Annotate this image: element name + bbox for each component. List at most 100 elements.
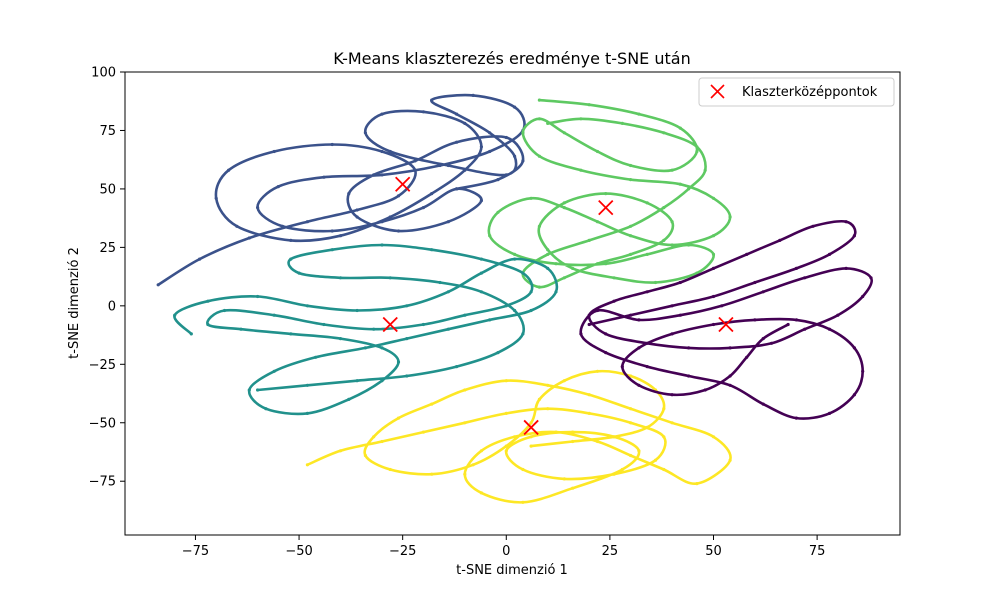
data-point bbox=[670, 168, 674, 172]
data-point bbox=[728, 346, 732, 350]
data-point bbox=[761, 337, 765, 341]
data-point bbox=[380, 346, 384, 350]
data-point bbox=[405, 337, 409, 341]
data-point bbox=[529, 196, 533, 200]
centroids bbox=[382, 176, 734, 436]
data-point bbox=[571, 486, 575, 490]
cluster-trace-5 bbox=[579, 220, 873, 420]
data-point bbox=[803, 276, 807, 280]
data-point bbox=[264, 407, 268, 411]
data-point bbox=[338, 234, 343, 238]
data-point bbox=[827, 411, 832, 415]
y-tick-label: −25 bbox=[89, 358, 116, 373]
data-point bbox=[206, 299, 210, 303]
data-point bbox=[629, 252, 633, 256]
data-point bbox=[562, 131, 566, 135]
data-point bbox=[289, 257, 293, 261]
data-point bbox=[687, 374, 691, 378]
data-point bbox=[256, 206, 260, 210]
data-point bbox=[471, 93, 475, 97]
data-point bbox=[513, 435, 517, 439]
x-axis-label: t-SNE dimenzió 1 bbox=[456, 563, 568, 578]
data-point bbox=[322, 322, 326, 327]
data-point bbox=[604, 192, 608, 196]
x-tick-label: −75 bbox=[182, 544, 209, 559]
data-point bbox=[413, 159, 417, 163]
data-point bbox=[330, 229, 334, 233]
data-point bbox=[521, 271, 525, 275]
data-point bbox=[711, 252, 716, 256]
data-point bbox=[620, 121, 624, 125]
data-point bbox=[372, 173, 376, 177]
data-point bbox=[670, 421, 674, 425]
cluster-series-1 bbox=[156, 93, 526, 287]
data-point bbox=[571, 430, 575, 434]
data-point bbox=[463, 168, 467, 172]
data-point bbox=[728, 215, 732, 219]
data-point bbox=[479, 257, 483, 261]
data-point bbox=[645, 201, 649, 205]
data-point bbox=[612, 276, 616, 280]
data-point bbox=[595, 220, 600, 224]
data-point bbox=[521, 131, 525, 135]
data-point bbox=[521, 500, 525, 504]
chart-title: K-Means klaszterezés eredménye t-SNE utá… bbox=[333, 49, 690, 68]
data-point bbox=[521, 467, 525, 472]
data-point bbox=[380, 379, 384, 383]
data-point bbox=[562, 477, 566, 481]
data-point bbox=[703, 168, 707, 172]
data-point bbox=[687, 243, 691, 247]
data-point bbox=[529, 444, 533, 448]
data-point bbox=[276, 185, 280, 189]
data-point bbox=[745, 252, 749, 256]
y-axis: −75 −50 −25 0 25 50 75 100 bbox=[89, 66, 125, 490]
cluster-series-2 bbox=[487, 98, 732, 289]
data-point bbox=[214, 196, 218, 200]
cluster-trace-1 bbox=[156, 93, 526, 287]
data-point bbox=[363, 346, 367, 350]
data-point bbox=[670, 304, 674, 308]
data-point bbox=[330, 142, 334, 147]
cluster-series-4 bbox=[305, 369, 732, 504]
data-point bbox=[827, 252, 832, 256]
data-point bbox=[338, 449, 343, 453]
data-point bbox=[297, 271, 301, 275]
data-point bbox=[662, 467, 666, 472]
data-point bbox=[620, 467, 624, 472]
data-point bbox=[513, 154, 517, 158]
data-point bbox=[670, 220, 674, 224]
data-point bbox=[827, 327, 832, 331]
data-point bbox=[546, 266, 550, 270]
data-point bbox=[844, 266, 848, 270]
data-point bbox=[803, 327, 807, 331]
data-point bbox=[604, 262, 608, 266]
data-point bbox=[380, 439, 384, 444]
data-point bbox=[355, 208, 359, 212]
data-point bbox=[388, 276, 392, 280]
y-tick-label: 25 bbox=[99, 241, 116, 256]
data-point bbox=[430, 192, 434, 196]
data-point bbox=[662, 238, 666, 242]
data-point bbox=[380, 173, 384, 177]
x-axis: −75 −50 −25 0 25 50 75 bbox=[182, 535, 825, 559]
data-point bbox=[852, 346, 857, 350]
data-point bbox=[504, 304, 508, 308]
data-point bbox=[430, 402, 434, 406]
axes-frame bbox=[124, 71, 901, 536]
data-point bbox=[363, 453, 367, 458]
data-point bbox=[471, 463, 475, 467]
data-point bbox=[695, 145, 699, 149]
data-point bbox=[338, 276, 343, 280]
data-point bbox=[745, 355, 749, 359]
data-point bbox=[645, 341, 649, 345]
data-point bbox=[554, 290, 558, 294]
data-point bbox=[355, 308, 359, 313]
data-point bbox=[587, 322, 591, 327]
data-point bbox=[612, 472, 616, 476]
data-point bbox=[496, 178, 500, 182]
data-point bbox=[438, 280, 442, 285]
data-point bbox=[405, 304, 409, 308]
data-point bbox=[629, 421, 633, 425]
data-point bbox=[463, 313, 467, 317]
legend-entry-centroids: Klaszterközéppontok bbox=[742, 85, 878, 100]
